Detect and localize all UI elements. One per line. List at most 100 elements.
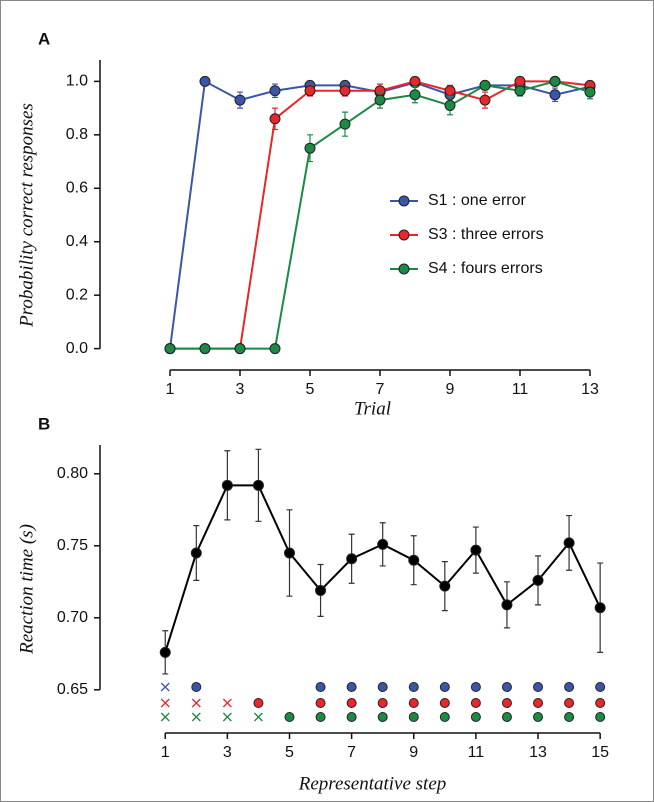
indicator-dot	[595, 712, 606, 722]
legend-label: S4 : fours errors	[428, 260, 543, 277]
y-tick-label: 0.0	[66, 340, 88, 357]
data-point	[269, 113, 281, 125]
x-tick-label: 9	[409, 744, 418, 761]
x-tick-label: 3	[236, 381, 245, 398]
indicator-dot	[595, 698, 606, 708]
y-tick-label: 1.0	[66, 73, 88, 90]
indicator-dot	[253, 698, 264, 708]
data-point	[339, 85, 351, 97]
indicator-dot	[408, 698, 419, 708]
indicator-dot	[564, 712, 575, 722]
data-point	[444, 85, 456, 97]
y-axis-label: Probability correct responses	[16, 103, 37, 328]
legend-marker	[398, 263, 410, 275]
data-point	[479, 79, 491, 91]
data-point	[199, 343, 211, 355]
indicator-dot	[315, 682, 326, 692]
indicator-dot	[377, 712, 388, 722]
data-point	[283, 547, 295, 559]
indicator-dot	[533, 698, 544, 708]
x-tick-label: 1	[161, 744, 170, 761]
data-point	[409, 89, 421, 101]
indicator-dot	[533, 712, 544, 722]
panel-label: B	[38, 414, 50, 433]
data-point	[339, 118, 351, 130]
x-tick-label: 13	[529, 744, 547, 761]
y-tick-label: 0.65	[57, 681, 88, 698]
x-tick-label: 7	[376, 381, 385, 398]
indicator-dot	[346, 712, 357, 722]
indicator-dot	[533, 682, 544, 692]
x-tick-label: 15	[591, 744, 609, 761]
indicator-cross	[222, 698, 232, 708]
y-tick-label: 0.80	[57, 465, 88, 482]
indicator-cross	[160, 682, 170, 692]
indicator-dot	[315, 712, 326, 722]
data-point	[563, 537, 575, 549]
data-point	[346, 553, 358, 565]
data-point	[315, 584, 327, 596]
indicator-dot	[595, 682, 606, 692]
y-axis-label: Reaction time (s)	[16, 524, 37, 655]
y-tick-label: 0.2	[66, 286, 88, 303]
indicator-cross	[253, 712, 263, 722]
legend-label: S1 : one error	[428, 192, 527, 209]
x-axis-label: Trial	[354, 398, 391, 419]
indicator-dot	[501, 682, 512, 692]
data-point	[374, 94, 386, 106]
data-point	[221, 479, 233, 491]
indicator-dot	[191, 682, 202, 692]
legend-marker	[398, 195, 410, 207]
x-tick-label: 5	[306, 381, 315, 398]
data-point	[304, 142, 316, 154]
data-point	[269, 343, 281, 355]
indicator-dot	[346, 682, 357, 692]
x-tick-label: 1	[166, 381, 175, 398]
data-point	[199, 75, 211, 87]
indicator-cross	[191, 698, 201, 708]
data-point	[549, 89, 561, 101]
indicator-dot	[346, 698, 357, 708]
data-point	[164, 343, 176, 355]
indicator-dot	[470, 698, 481, 708]
data-point	[584, 86, 596, 98]
data-point	[269, 85, 281, 97]
indicator-dot	[470, 712, 481, 722]
x-tick-label: 7	[347, 744, 356, 761]
data-point	[190, 547, 202, 559]
x-tick-label: 13	[581, 381, 599, 398]
data-point	[159, 646, 171, 658]
indicator-dot	[564, 698, 575, 708]
y-tick-label: 0.6	[66, 179, 88, 196]
indicator-dot	[408, 712, 419, 722]
data-point	[444, 99, 456, 111]
y-tick-label: 0.8	[66, 126, 88, 143]
data-point	[252, 479, 264, 491]
data-point	[479, 94, 491, 106]
indicator-cross	[222, 712, 232, 722]
x-tick-label: 9	[446, 381, 455, 398]
data-point	[439, 580, 451, 592]
indicator-cross	[160, 698, 170, 708]
data-point	[234, 94, 246, 106]
x-tick-label: 11	[468, 744, 485, 761]
indicator-dot	[377, 698, 388, 708]
data-point	[549, 75, 561, 87]
data-point	[304, 85, 316, 97]
indicator-dot	[439, 682, 450, 692]
indicator-dot	[315, 698, 326, 708]
data-point	[408, 554, 420, 566]
y-tick-label: 0.70	[57, 609, 88, 626]
indicator-dot	[470, 682, 481, 692]
x-tick-label: 5	[285, 744, 294, 761]
x-axis-label: Representative step	[298, 773, 447, 794]
panel-label: A	[38, 29, 50, 48]
y-tick-label: 0.4	[66, 233, 88, 250]
data-point	[514, 85, 526, 97]
indicator-dot	[439, 698, 450, 708]
indicator-dot	[501, 698, 512, 708]
indicator-dot	[284, 712, 295, 722]
legend-marker	[398, 229, 410, 241]
